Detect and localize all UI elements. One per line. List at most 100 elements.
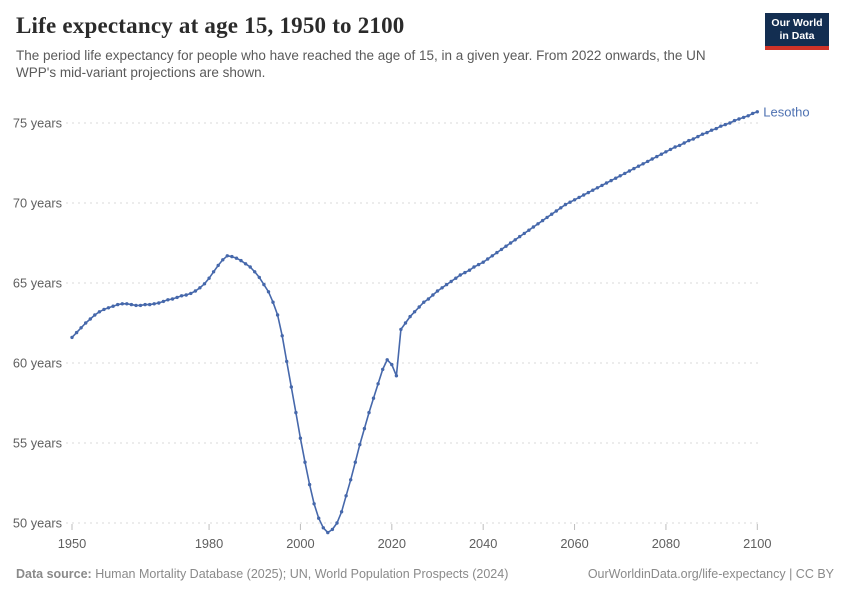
data-point: [714, 126, 718, 131]
data-point: [499, 247, 504, 252]
chart-header: Life expectancy at age 15, 1950 to 2100 …: [16, 12, 750, 81]
data-point: [262, 282, 266, 287]
data-point: [522, 231, 526, 236]
data-point: [211, 270, 216, 274]
data-point: [486, 257, 490, 261]
chart-title: Life expectancy at age 15, 1950 to 2100: [16, 13, 405, 38]
data-point: [216, 263, 220, 268]
data-point: [641, 162, 645, 166]
x-tick-label: 2060: [560, 536, 588, 551]
data-point: [545, 215, 549, 220]
data-point: [568, 200, 572, 204]
data-point: [650, 157, 654, 161]
data-point: [349, 478, 353, 482]
data-point: [591, 188, 595, 192]
data-point: [723, 122, 727, 127]
data-point: [179, 294, 184, 298]
data-point: [225, 254, 229, 258]
data-point: [440, 286, 444, 290]
data-point: [741, 115, 746, 120]
data-point: [719, 124, 723, 128]
data-point: [358, 442, 362, 447]
data-point: [476, 262, 481, 267]
data-point: [682, 141, 686, 145]
y-tick-label: 65 years: [13, 276, 62, 291]
data-point: [490, 254, 494, 258]
data-point: [586, 190, 590, 195]
data-point: [550, 212, 554, 216]
data-point: [623, 171, 627, 176]
data-point: [84, 321, 88, 325]
y-gridlines: 50 years 55 years 60 years 65 years 70 years…: [13, 116, 762, 531]
data-point: [189, 291, 193, 296]
data-point: [344, 494, 348, 498]
x-tick-label: 2040: [469, 536, 497, 551]
data-point: [664, 150, 668, 154]
data-point: [193, 289, 198, 293]
data-point: [435, 289, 440, 293]
data-point: [294, 410, 298, 415]
data-point: [431, 293, 435, 297]
x-tick-label: 1980: [195, 536, 223, 551]
data-point: [275, 313, 280, 317]
data-point: [709, 128, 714, 132]
data-point: [321, 526, 325, 530]
data-point: [627, 169, 632, 173]
data-point: [243, 262, 248, 266]
data-point: [444, 282, 449, 287]
owid-logo[interactable]: Our World in Data: [765, 13, 829, 51]
data-point: [746, 114, 750, 118]
data-point: [399, 327, 403, 332]
data-point: [88, 317, 93, 321]
data-point: [257, 275, 261, 280]
data-point: [595, 186, 600, 190]
data-point: [563, 202, 568, 207]
data-point: [170, 297, 175, 301]
chart-footer: Data source: Human Mortality Database (2…: [16, 567, 834, 581]
data-point: [175, 295, 179, 300]
data-point: [134, 303, 138, 308]
data-point: [696, 134, 700, 139]
x-tick-label: 1950: [58, 536, 86, 551]
data-point: [609, 178, 613, 183]
data-point: [116, 302, 120, 307]
data-point: [202, 282, 207, 286]
data-point: [143, 302, 147, 307]
credit-link[interactable]: OurWorldinData.org/life-expectancy | CC …: [587, 567, 834, 581]
data-point: [371, 396, 376, 400]
data-point: [97, 310, 102, 314]
data-point: [239, 258, 243, 263]
data-point: [253, 270, 257, 274]
data-point: [234, 256, 239, 260]
data-point: [381, 367, 385, 372]
data-point: [390, 362, 394, 367]
data-point: [161, 299, 166, 304]
data-point: [298, 436, 303, 440]
y-tick-label: 55 years: [13, 436, 62, 451]
data-point: [751, 111, 755, 116]
data-point: [508, 241, 513, 245]
data-point: [472, 265, 476, 269]
data-point: [728, 121, 732, 125]
entity-label-lesotho[interactable]: Lesotho: [763, 104, 809, 119]
data-point: [481, 260, 485, 264]
data-point: [513, 238, 517, 242]
data-point: [303, 460, 307, 464]
data-point: [330, 527, 335, 532]
data-point: [335, 521, 339, 525]
data-source-note: Data source: Human Mortality Database (2…: [16, 567, 508, 581]
data-point: [289, 385, 293, 389]
y-tick-label: 50 years: [13, 516, 62, 531]
series-line-lesotho[interactable]: [71, 111, 759, 534]
data-point: [577, 195, 581, 200]
data-point: [655, 154, 659, 159]
data-point: [618, 174, 622, 178]
data-point: [673, 145, 677, 149]
data-point: [339, 510, 344, 514]
data-point: [632, 166, 636, 171]
y-tick-label: 60 years: [13, 356, 62, 371]
y-tick-label: 70 years: [13, 196, 62, 211]
data-point: [326, 530, 330, 535]
x-tick-label: 2020: [378, 536, 406, 551]
x-tick-label: 2000: [286, 536, 314, 551]
